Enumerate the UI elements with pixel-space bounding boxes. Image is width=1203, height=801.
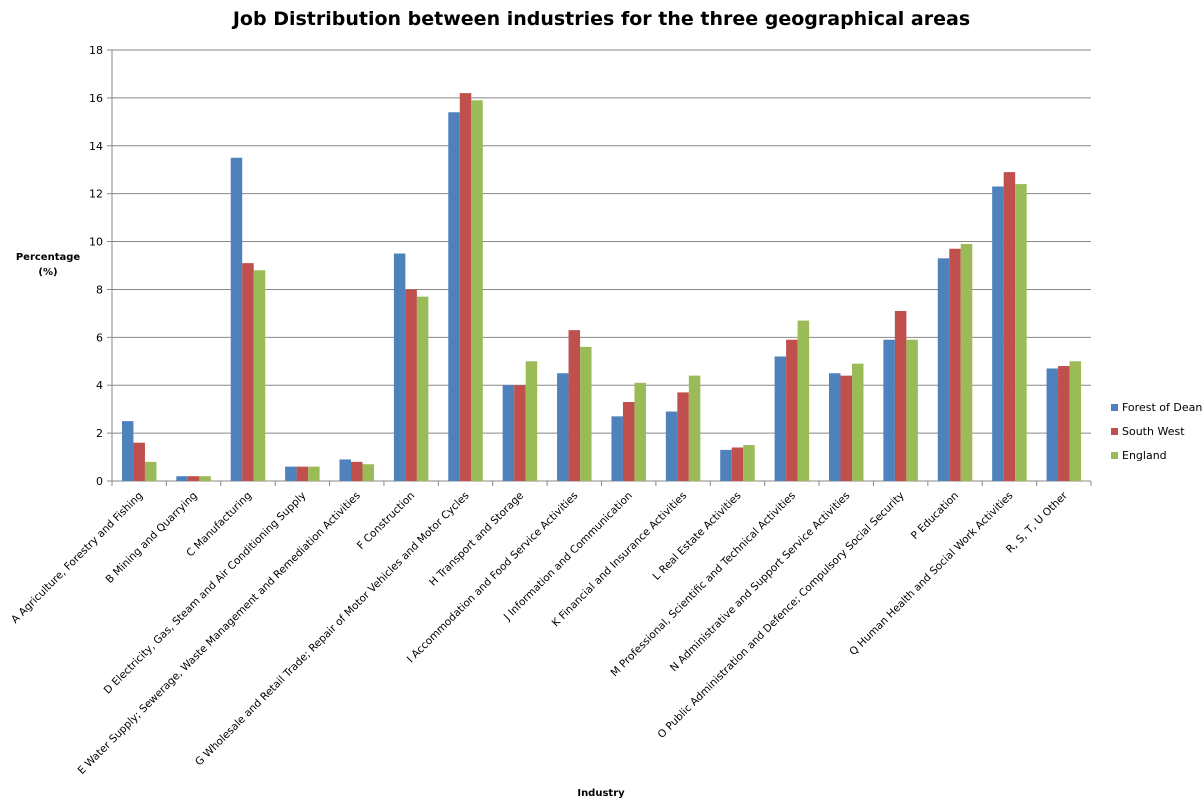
bar xyxy=(351,461,363,481)
bar xyxy=(665,411,678,481)
x-tick-label: G Wholesale and Retail Trade; Repair of … xyxy=(193,490,472,769)
bar xyxy=(611,416,623,481)
bar xyxy=(992,186,1004,481)
bar xyxy=(121,421,134,481)
x-tick-label: L Real Estate Activities xyxy=(651,490,744,583)
legend: Forest of Dean South West England xyxy=(1111,395,1202,467)
x-tick-label: O Public Administration and Defence; Com… xyxy=(656,490,907,741)
bar xyxy=(786,339,798,481)
legend-label: South West xyxy=(1122,424,1185,438)
chart-title: Job Distribution between industries for … xyxy=(232,8,971,30)
x-tick-label: H Transport and Storage xyxy=(427,490,526,589)
bar xyxy=(960,243,973,481)
y-tick-label: 8 xyxy=(96,283,103,296)
bar xyxy=(774,356,787,481)
bar xyxy=(677,392,689,481)
bar xyxy=(906,339,918,481)
bar xyxy=(1069,361,1082,481)
x-tick-label: P Education xyxy=(909,490,961,542)
bar xyxy=(1046,368,1059,481)
bar xyxy=(393,253,406,481)
legend-swatch xyxy=(1111,403,1118,411)
bar xyxy=(937,258,950,481)
bar xyxy=(1003,172,1016,481)
y-tick-label: 18 xyxy=(89,44,103,57)
bar xyxy=(308,466,320,481)
bar xyxy=(688,375,701,481)
legend-label: Forest of Dean xyxy=(1122,400,1203,414)
bar xyxy=(743,445,755,481)
bar xyxy=(829,373,841,481)
bar xyxy=(339,459,351,481)
bar xyxy=(502,385,515,481)
bar xyxy=(253,270,266,481)
bar xyxy=(622,401,635,481)
bar xyxy=(720,449,732,481)
y-tick-label: 12 xyxy=(89,188,103,201)
bar xyxy=(144,461,157,481)
x-tick-label: M Professional, Scientific and Technical… xyxy=(609,490,798,679)
y-tick-label: 0 xyxy=(96,475,103,488)
bar xyxy=(459,93,472,481)
legend-item-england: England xyxy=(1111,443,1202,467)
bar xyxy=(405,289,417,481)
bar xyxy=(894,310,907,481)
bar xyxy=(514,385,526,481)
y-tick-label: 2 xyxy=(96,427,103,440)
bar xyxy=(525,361,538,481)
bar xyxy=(242,263,254,481)
bar xyxy=(133,442,145,481)
bar xyxy=(1058,366,1070,481)
y-tick-label: 16 xyxy=(89,92,103,105)
bar xyxy=(285,466,297,481)
legend-swatch xyxy=(1111,427,1118,435)
y-tick-label: 10 xyxy=(89,236,103,249)
bar xyxy=(852,363,864,481)
x-tick-label: B Mining and Quarrying xyxy=(103,490,199,586)
x-axis-title: Industry xyxy=(577,788,625,799)
bar xyxy=(187,476,200,481)
bar xyxy=(580,346,592,481)
legend-item-south-west: South West xyxy=(1111,419,1202,443)
bar xyxy=(176,476,188,481)
bar xyxy=(634,382,646,481)
legend-swatch xyxy=(1111,451,1118,459)
legend-label: England xyxy=(1122,448,1167,462)
bar xyxy=(230,157,243,481)
bar xyxy=(557,373,569,481)
bar xyxy=(448,112,460,481)
y-tick-label: 6 xyxy=(96,331,103,344)
y-tick-label: 4 xyxy=(96,379,103,392)
bar xyxy=(949,248,961,481)
bar xyxy=(471,100,483,482)
x-tick-label: F Construction xyxy=(355,490,417,552)
y-axis-title: Percentage (%) xyxy=(15,252,81,278)
bar xyxy=(797,320,810,481)
bar xyxy=(362,464,374,481)
bar xyxy=(296,466,309,481)
bar xyxy=(416,296,429,481)
bar xyxy=(840,375,852,481)
bar xyxy=(568,330,581,481)
bar xyxy=(199,476,211,481)
legend-item-forest-of-dean: Forest of Dean xyxy=(1111,395,1202,419)
x-tick-label: D Electricity, Gas, Steam and Air Condit… xyxy=(102,490,309,697)
bar xyxy=(1015,184,1027,482)
bar xyxy=(731,447,744,481)
x-tick-label: N Administrative and Support Service Act… xyxy=(668,490,853,675)
bar xyxy=(883,339,895,481)
y-tick-label: 14 xyxy=(89,140,103,153)
